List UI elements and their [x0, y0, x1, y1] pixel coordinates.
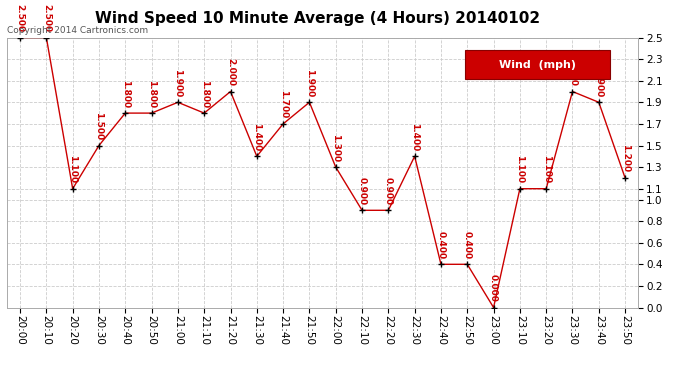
Text: 1.200: 1.200: [620, 144, 629, 172]
Text: 0.000: 0.000: [489, 274, 498, 302]
Text: 1.300: 1.300: [331, 134, 340, 162]
Text: 0.400: 0.400: [437, 231, 446, 259]
Text: 1.800: 1.800: [147, 80, 156, 108]
Text: 1.500: 1.500: [95, 112, 103, 140]
FancyBboxPatch shape: [464, 50, 610, 80]
Text: 1.100: 1.100: [542, 155, 551, 183]
Text: 2.500: 2.500: [42, 4, 51, 32]
Text: Wind  (mph): Wind (mph): [499, 60, 575, 69]
Text: 0.900: 0.900: [357, 177, 366, 205]
Text: 1.100: 1.100: [515, 155, 524, 183]
Text: Copyright 2014 Cartronics.com: Copyright 2014 Cartronics.com: [7, 26, 148, 35]
Text: 1.900: 1.900: [173, 69, 182, 97]
Text: 1.400: 1.400: [253, 123, 262, 151]
Text: 2.000: 2.000: [568, 58, 577, 86]
Text: 0.900: 0.900: [384, 177, 393, 205]
Text: 1.400: 1.400: [410, 123, 419, 151]
Text: 1.100: 1.100: [68, 155, 77, 183]
Text: 0.400: 0.400: [463, 231, 472, 259]
Text: 1.700: 1.700: [279, 90, 288, 118]
Text: 2.500: 2.500: [16, 4, 25, 32]
Text: 1.800: 1.800: [199, 80, 208, 108]
Text: 1.900: 1.900: [305, 69, 314, 97]
Text: 2.000: 2.000: [226, 58, 235, 86]
Text: 1.900: 1.900: [594, 69, 603, 97]
Text: 1.800: 1.800: [121, 80, 130, 108]
Text: Wind Speed 10 Minute Average (4 Hours) 20140102: Wind Speed 10 Minute Average (4 Hours) 2…: [95, 11, 540, 26]
